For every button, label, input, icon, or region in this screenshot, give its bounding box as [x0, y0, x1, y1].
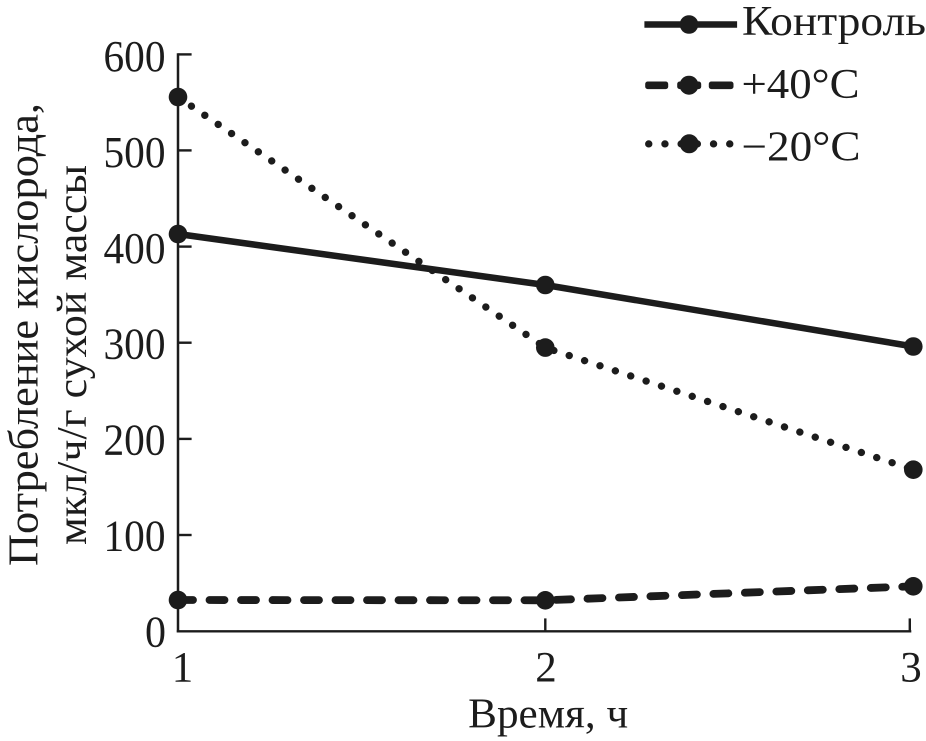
svg-text:+40°C: +40°C	[742, 62, 860, 108]
svg-text:Потребление кислорода,: Потребление кислорода,	[2, 103, 48, 566]
svg-text:200: 200	[104, 416, 166, 465]
svg-text:300: 300	[104, 320, 166, 369]
svg-text:0: 0	[145, 607, 166, 656]
svg-text:500: 500	[104, 128, 166, 177]
svg-text:мкл/ч/г сухой массы: мкл/ч/г сухой массы	[50, 165, 96, 545]
svg-text:2: 2	[535, 645, 557, 692]
svg-text:3: 3	[900, 645, 922, 692]
svg-text:1: 1	[172, 645, 194, 692]
svg-text:Время, ч: Время, ч	[468, 692, 628, 738]
svg-text:600: 600	[104, 32, 166, 81]
svg-text:400: 400	[104, 224, 166, 273]
svg-text:Контроль: Контроль	[742, 0, 926, 45]
svg-text:100: 100	[104, 512, 166, 561]
svg-text:−20°C: −20°C	[742, 124, 861, 170]
